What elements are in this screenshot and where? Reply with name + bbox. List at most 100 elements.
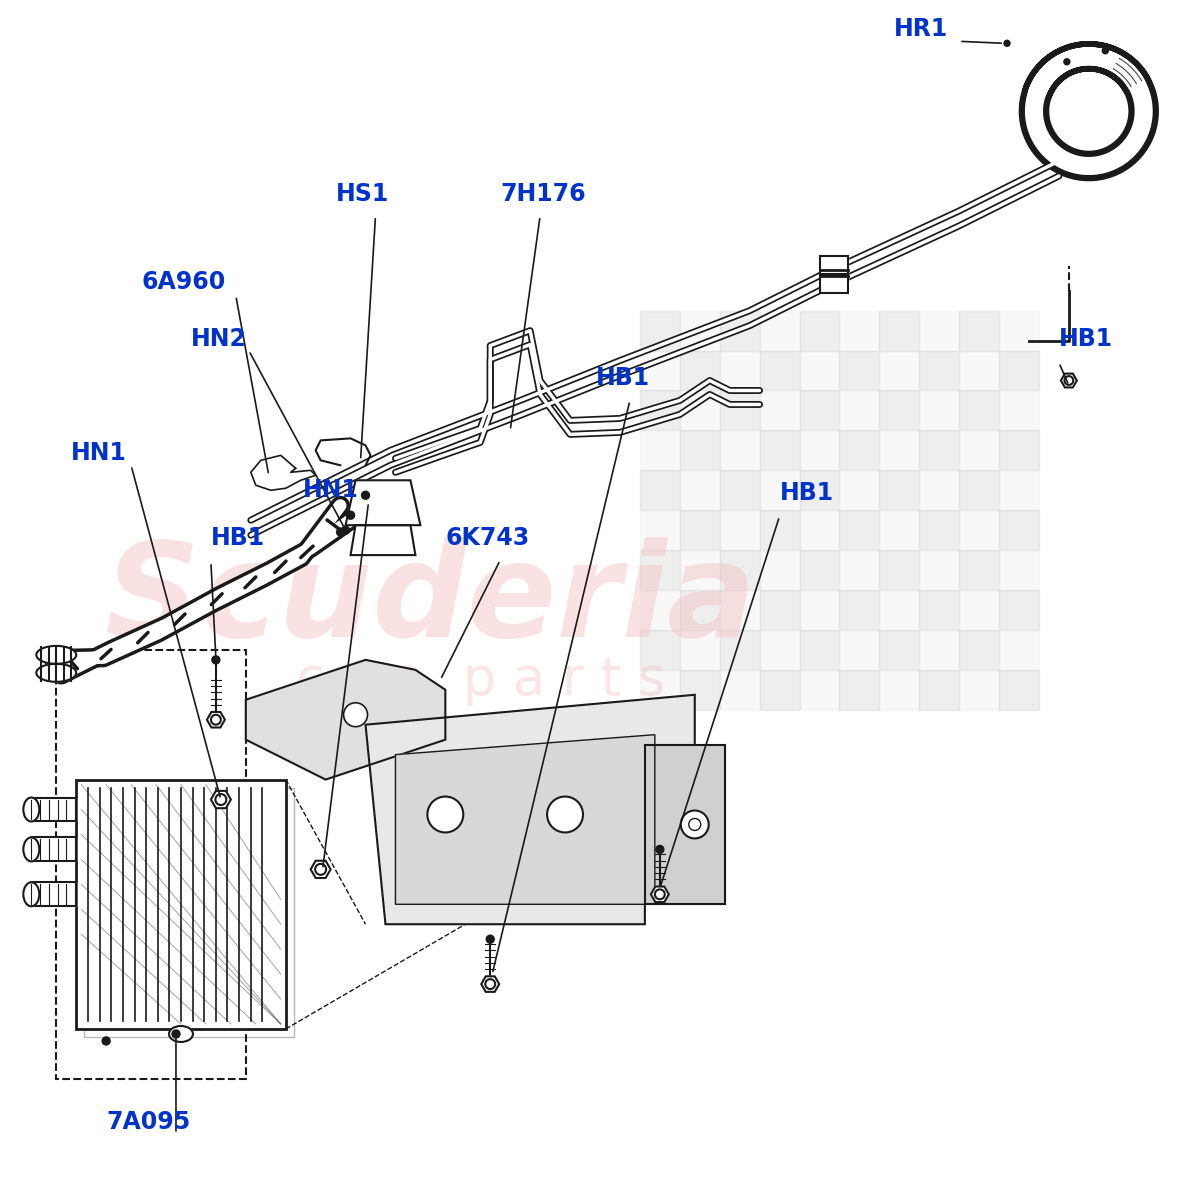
Bar bbox=[759, 350, 800, 390]
Bar bbox=[880, 670, 919, 709]
Bar bbox=[840, 550, 880, 590]
Bar bbox=[759, 431, 800, 470]
Text: HR1: HR1 bbox=[894, 17, 948, 41]
Bar bbox=[840, 390, 880, 431]
Bar bbox=[840, 431, 880, 470]
Bar bbox=[680, 510, 719, 550]
Bar bbox=[759, 510, 800, 550]
Polygon shape bbox=[246, 660, 445, 780]
Text: HB1: HB1 bbox=[211, 526, 265, 550]
Bar bbox=[32, 882, 77, 906]
Polygon shape bbox=[1061, 373, 1077, 388]
Polygon shape bbox=[482, 977, 500, 992]
Bar bbox=[959, 431, 999, 470]
Bar bbox=[640, 510, 680, 550]
Bar bbox=[880, 630, 919, 670]
Bar bbox=[32, 798, 77, 822]
Bar bbox=[821, 275, 848, 293]
Bar bbox=[32, 882, 77, 906]
Bar bbox=[919, 630, 959, 670]
Bar bbox=[919, 590, 959, 630]
Bar bbox=[57, 650, 246, 1079]
Bar bbox=[759, 670, 800, 709]
Bar bbox=[759, 590, 800, 630]
Bar bbox=[880, 510, 919, 550]
Bar bbox=[959, 670, 999, 709]
Bar bbox=[680, 311, 719, 350]
Circle shape bbox=[547, 797, 583, 833]
Circle shape bbox=[102, 1037, 110, 1045]
Bar bbox=[719, 550, 759, 590]
Bar bbox=[880, 311, 919, 350]
Ellipse shape bbox=[169, 1026, 193, 1042]
Bar bbox=[77, 780, 286, 1028]
Circle shape bbox=[655, 846, 664, 853]
Polygon shape bbox=[645, 745, 725, 905]
Circle shape bbox=[211, 656, 220, 664]
Polygon shape bbox=[250, 455, 315, 491]
Bar bbox=[919, 431, 959, 470]
Bar bbox=[800, 630, 840, 670]
Polygon shape bbox=[346, 480, 420, 526]
Text: HS1: HS1 bbox=[335, 182, 389, 206]
Bar bbox=[800, 470, 840, 510]
Ellipse shape bbox=[37, 664, 77, 682]
Bar bbox=[719, 350, 759, 390]
Circle shape bbox=[487, 935, 494, 943]
Polygon shape bbox=[651, 887, 668, 902]
Bar bbox=[959, 590, 999, 630]
Circle shape bbox=[341, 526, 350, 534]
Text: HN1: HN1 bbox=[71, 442, 128, 466]
Bar bbox=[999, 311, 1039, 350]
Bar bbox=[32, 838, 77, 862]
Bar bbox=[999, 470, 1039, 510]
Bar bbox=[640, 431, 680, 470]
Bar bbox=[719, 670, 759, 709]
Bar bbox=[919, 670, 959, 709]
Bar bbox=[719, 470, 759, 510]
Bar bbox=[32, 838, 77, 862]
Bar bbox=[719, 390, 759, 431]
Ellipse shape bbox=[24, 882, 39, 906]
Bar bbox=[959, 311, 999, 350]
Bar bbox=[999, 670, 1039, 709]
Text: HB1: HB1 bbox=[779, 481, 834, 505]
Bar bbox=[840, 470, 880, 510]
Bar bbox=[821, 256, 848, 274]
Text: HN1: HN1 bbox=[302, 479, 359, 503]
Bar bbox=[759, 311, 800, 350]
Bar bbox=[959, 630, 999, 670]
Bar bbox=[800, 390, 840, 431]
Circle shape bbox=[337, 528, 345, 536]
Bar bbox=[680, 470, 719, 510]
Text: c a r   p a r t s: c a r p a r t s bbox=[295, 654, 665, 706]
Bar bbox=[919, 390, 959, 431]
Bar bbox=[640, 470, 680, 510]
Bar bbox=[680, 431, 719, 470]
Bar bbox=[840, 350, 880, 390]
Bar bbox=[880, 470, 919, 510]
Bar bbox=[919, 311, 959, 350]
Bar bbox=[719, 510, 759, 550]
Polygon shape bbox=[207, 712, 224, 727]
Bar bbox=[640, 630, 680, 670]
Bar bbox=[680, 590, 719, 630]
Bar bbox=[800, 311, 840, 350]
Bar bbox=[680, 670, 719, 709]
Polygon shape bbox=[311, 860, 331, 878]
Bar bbox=[719, 431, 759, 470]
Bar bbox=[880, 590, 919, 630]
Circle shape bbox=[172, 1030, 180, 1038]
Bar bbox=[759, 390, 800, 431]
Bar bbox=[719, 311, 759, 350]
Circle shape bbox=[346, 511, 354, 520]
Bar bbox=[999, 630, 1039, 670]
Bar bbox=[999, 350, 1039, 390]
Bar bbox=[919, 350, 959, 390]
Text: HB1: HB1 bbox=[596, 366, 650, 390]
Text: 7A095: 7A095 bbox=[106, 1110, 190, 1134]
Bar bbox=[959, 470, 999, 510]
Bar bbox=[919, 550, 959, 590]
Bar bbox=[640, 670, 680, 709]
Bar bbox=[959, 550, 999, 590]
